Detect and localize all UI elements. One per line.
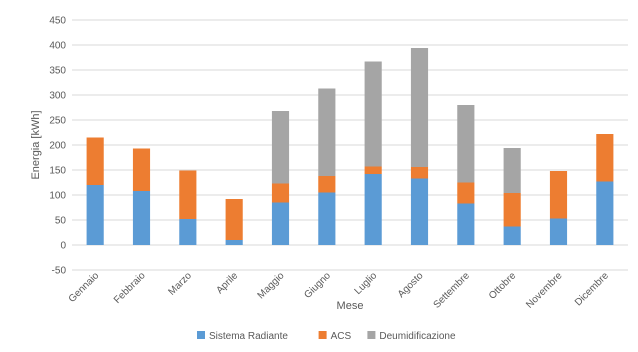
y-tick-label: 400 <box>49 41 66 52</box>
bar-acs <box>596 134 614 182</box>
x-tick-label: Novembre <box>524 270 565 311</box>
bar-sistema-radiante <box>271 202 290 245</box>
legend-label: Sistema Radiante <box>209 331 288 342</box>
x-tick-label: Settembre <box>432 270 473 311</box>
bar-acs <box>179 170 197 219</box>
bar-sistema-radiante <box>318 192 336 245</box>
bar-acs <box>318 176 336 193</box>
bar-deumidificazione <box>457 105 475 183</box>
bar-sistema-radiante <box>225 240 243 245</box>
y-axis-title: Energia [kWh] <box>30 110 42 179</box>
legend-swatch <box>197 331 205 339</box>
bar-acs <box>457 182 475 204</box>
bar-deumidificazione <box>318 88 336 176</box>
bar-acs <box>549 171 568 219</box>
x-tick-label: Maggio <box>256 270 287 301</box>
y-tick-label: 50 <box>55 216 67 227</box>
legend: Sistema Radiante ACS Deumidificazione <box>197 331 456 342</box>
bar-sistema-radiante <box>179 219 197 245</box>
bar-deumidificazione <box>271 111 290 184</box>
y-tick-label: 350 <box>49 66 66 77</box>
legend-swatch <box>367 331 376 339</box>
x-tick-label: Dicembre <box>573 270 611 308</box>
bar-acs <box>86 137 104 185</box>
bar-sistema-radiante <box>132 191 151 245</box>
y-tick-label: 0 <box>60 241 66 252</box>
y-tick-label: 100 <box>49 191 66 202</box>
bar-sistema-radiante <box>596 181 614 245</box>
bar-deumidificazione <box>503 148 521 193</box>
bar-deumidificazione <box>410 48 429 167</box>
y-tick-label: -50 <box>52 266 67 277</box>
bar-sistema-radiante <box>86 185 104 245</box>
x-tick-label: Gennaio <box>67 270 102 305</box>
y-tick-label: 450 <box>49 16 66 27</box>
bar-deumidificazione <box>364 61 382 167</box>
x-tick-label: Agosto <box>396 270 426 300</box>
x-tick-label: Febbraio <box>112 270 148 306</box>
y-tick-label: 300 <box>49 91 66 102</box>
x-tick-label: Giugno <box>302 270 333 301</box>
bar-sistema-radiante <box>549 218 568 245</box>
y-axis-ticks: -50 0 50 100 150 200 250 300 350 400 450 <box>49 16 66 277</box>
gridlines <box>72 19 628 271</box>
x-axis-title: Mese <box>337 300 364 312</box>
bar-acs <box>271 183 290 203</box>
bar-sistema-radiante <box>364 174 382 245</box>
legend-swatch <box>318 331 327 339</box>
x-tick-label: Aprile <box>214 270 240 296</box>
legend-label: ACS <box>331 331 352 342</box>
bar-sistema-radiante <box>503 226 521 245</box>
y-tick-label: 150 <box>49 166 66 177</box>
bar-acs <box>364 166 382 174</box>
x-tick-label: Ottobre <box>487 270 519 302</box>
bar-acs <box>410 167 429 179</box>
bar-acs <box>132 148 151 191</box>
x-tick-label: Marzo <box>167 270 195 298</box>
bar-acs <box>503 193 521 227</box>
bar-sistema-radiante <box>410 178 429 245</box>
y-tick-label: 250 <box>49 116 66 127</box>
bar-sistema-radiante <box>457 203 475 245</box>
legend-label: Deumidificazione <box>379 331 456 342</box>
bar-acs <box>225 199 243 240</box>
y-tick-label: 200 <box>49 141 66 152</box>
bars <box>86 48 614 245</box>
x-tick-label: Luglio <box>353 270 380 297</box>
